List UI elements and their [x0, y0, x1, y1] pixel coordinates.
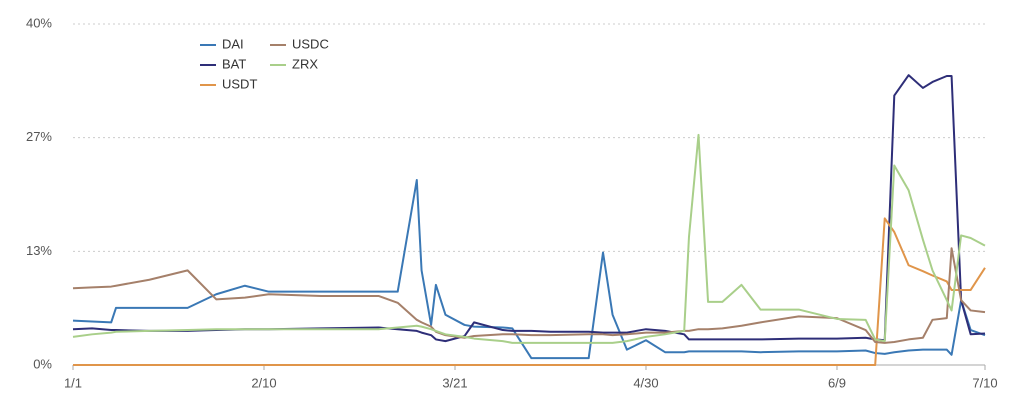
series-line [72, 247, 986, 344]
series-line [72, 74, 986, 343]
legend-label: ZRX [292, 56, 318, 71]
series-line [72, 179, 986, 360]
y-tick-label: 13% [26, 243, 52, 258]
series-line [72, 133, 986, 344]
series-line [73, 217, 986, 366]
legend-label: BAT [222, 56, 246, 71]
legend-label: DAI [222, 36, 244, 51]
x-tick-label: 3/21 [442, 375, 467, 390]
legend-label: USDT [222, 76, 257, 91]
y-tick-label: 40% [26, 15, 52, 30]
x-tick-label: 4/30 [633, 375, 658, 390]
legend-label: USDC [292, 36, 329, 51]
x-tick-label: 7/10 [972, 375, 997, 390]
x-tick-label: 1/1 [64, 375, 82, 390]
x-tick-label: 6/9 [828, 375, 846, 390]
y-tick-label: 27% [26, 129, 52, 144]
y-tick-label: 0% [33, 356, 52, 371]
x-tick-label: 2/10 [251, 375, 276, 390]
